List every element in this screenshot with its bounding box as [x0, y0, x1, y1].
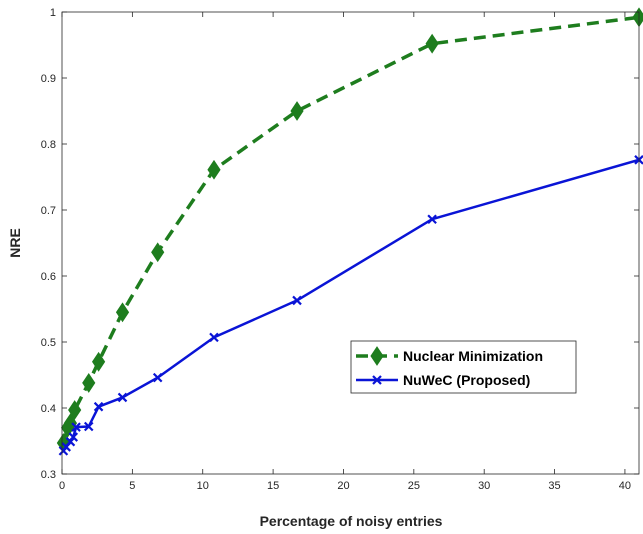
plot-area	[62, 12, 639, 474]
tick-labels: 0 5 10 15 20 25 30 35 40 0.3 0.4 0.5 0.6 0.7 0.8 0.9 1	[41, 7, 631, 492]
data-point-nuclear-minimization-10	[425, 33, 439, 54]
data-point-nuwec-proposed-6	[93, 401, 104, 412]
data-point-nuwec-proposed-2	[65, 436, 76, 447]
x-tick-label-35: 35	[548, 480, 560, 492]
data-point-nuwec-proposed-5	[83, 421, 94, 432]
data-point-nuwec-proposed-11	[427, 214, 437, 225]
data-point-nuclear-minimization-3	[68, 400, 82, 420]
x-tick-label-0: 0	[59, 480, 65, 492]
x-tick-label-40: 40	[619, 480, 631, 492]
data-point-nuwec-proposed-3	[68, 432, 79, 442]
y-tick-label-5: 0.8	[41, 139, 56, 151]
y-tick-label-4: 0.7	[41, 205, 56, 217]
legend-marker-nuclear-minimization	[370, 346, 384, 366]
axes	[61, 11, 640, 475]
legend-box	[350, 340, 577, 394]
data-point-nuwec-proposed-10	[292, 295, 302, 306]
data-point-nuwec-proposed-8	[152, 372, 163, 383]
data-point-nuclear-minimization-5	[91, 351, 106, 372]
x-tick-label-20: 20	[337, 480, 349, 492]
x-tick-label-25: 25	[408, 480, 420, 492]
x-tick-label-5: 5	[129, 480, 135, 492]
axes-box	[61, 11, 640, 475]
data-point-nuclear-minimization-6	[115, 302, 130, 323]
data-point-nuwec-proposed-4	[71, 422, 81, 432]
y-tick-label-1: 0.4	[41, 403, 56, 415]
x-tick-label-10: 10	[197, 480, 209, 492]
x-axis-title: Percentage of noisy entries	[260, 513, 443, 529]
y-tick-label-3: 0.6	[41, 271, 56, 283]
y-tick-label-0: 0.3	[41, 469, 56, 481]
legend-marker-nuwec-proposed	[372, 375, 382, 385]
legend: Nuclear Minimization NuWeC (Proposed)	[350, 340, 577, 394]
y-tick-label-7: 1	[50, 7, 56, 19]
data-point-nuclear-minimization-7	[151, 242, 165, 263]
y-tick-label-2: 0.5	[41, 337, 56, 349]
data-point-nuclear-minimization-9	[290, 101, 304, 121]
y-axis-title: NRE	[7, 228, 23, 258]
plot-content	[56, 7, 643, 456]
x-tick-label-30: 30	[478, 480, 490, 492]
data-point-nuwec-proposed-7	[117, 392, 128, 403]
legend-label-nuclear-minimization: Nuclear Minimization	[403, 348, 543, 364]
series-nuclear-minimization	[56, 7, 643, 453]
x-tick-label-15: 15	[267, 480, 279, 492]
series-nuwec-proposed	[58, 155, 643, 456]
y-tick-label-6: 0.9	[41, 73, 56, 85]
legend-label-nuwec-proposed: NuWeC (Proposed)	[403, 372, 530, 388]
data-point-nuclear-minimization-2	[63, 413, 78, 434]
data-point-nuwec-proposed-9	[209, 332, 219, 343]
data-point-nuclear-minimization-4	[82, 373, 96, 393]
data-point-nuclear-minimization-8	[207, 159, 221, 180]
